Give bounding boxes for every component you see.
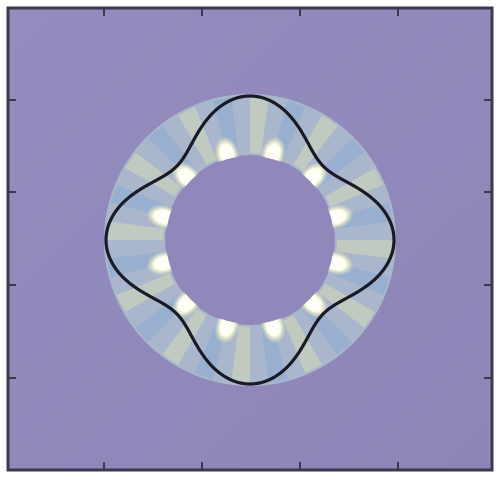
inner-hole: [166, 156, 334, 324]
ray-wedge: [250, 96, 269, 154]
four-lobe-contour: [104, 94, 396, 386]
ray-wedge: [293, 115, 338, 171]
ray-wedge: [336, 240, 394, 259]
axis-ticks: [8, 8, 492, 470]
plot-frame: [6, 6, 494, 472]
ray-wedge: [319, 283, 375, 328]
ray-wedge: [162, 309, 207, 365]
ray-wedge: [106, 221, 164, 240]
ray-wedge: [125, 152, 181, 197]
ray-wedge: [231, 326, 250, 384]
